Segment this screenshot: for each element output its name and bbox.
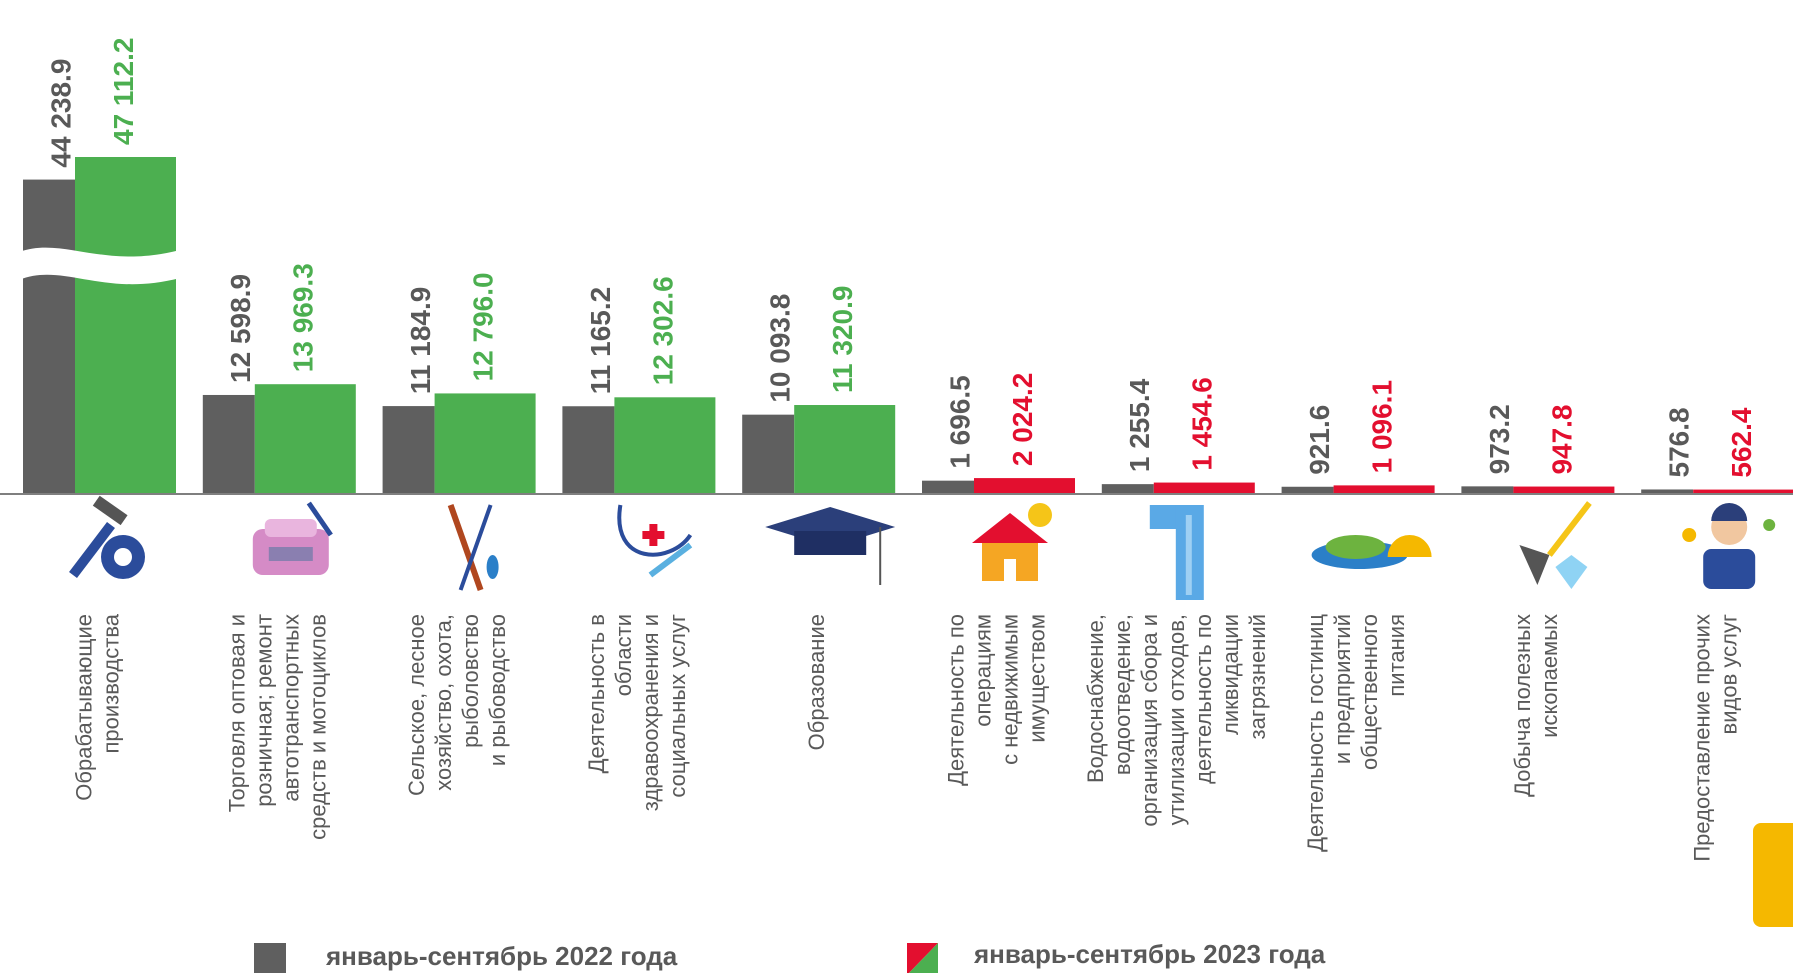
icon-shape xyxy=(458,504,493,591)
icon-shape xyxy=(972,513,1048,543)
value-label: 921.6 xyxy=(1304,405,1335,475)
value-label: 13 969.3 xyxy=(288,263,319,372)
value-label: 11 184.9 xyxy=(405,287,436,394)
bar xyxy=(1281,486,1334,494)
legend-swatch xyxy=(908,943,938,973)
legend-label: январь-сентябрь 2022 года xyxy=(325,941,678,971)
category-label: Образование xyxy=(804,614,829,750)
icon-shape xyxy=(114,548,132,566)
category-label: Торговля оптовая ирозничная; ремонтавтот… xyxy=(224,614,330,840)
legend-swatch xyxy=(907,943,938,973)
axis-break xyxy=(19,247,180,285)
category-label: Деятельность пооперациямс недвижимымимущ… xyxy=(944,614,1050,786)
value-label: 2 024.2 xyxy=(1007,373,1038,466)
icon-shape xyxy=(1763,519,1776,531)
category-icon xyxy=(972,503,1052,581)
category-label: Деятельность вобластиздравоохранения исо… xyxy=(584,614,690,811)
value-label: 11 165.2 xyxy=(585,287,616,394)
category-icon xyxy=(252,501,333,575)
value-label: 947.8 xyxy=(1546,404,1577,474)
category-icon xyxy=(765,507,896,585)
bar xyxy=(23,179,75,494)
icon-shape xyxy=(1703,549,1756,589)
icon-shape xyxy=(1325,535,1386,559)
icon-shape xyxy=(617,504,693,557)
value-label: 10 093.8 xyxy=(765,294,796,403)
icon-shape xyxy=(1028,503,1052,527)
icon-shape xyxy=(1519,545,1550,585)
category-label: Обрабатывающиепроизводства xyxy=(72,613,124,800)
category-label: Водоснабжение,водоотведение,организация … xyxy=(1083,614,1270,827)
icon-shape xyxy=(1004,559,1016,581)
value-label: 973.2 xyxy=(1484,404,1515,474)
category-label: Сельское, лесноехозяйство, охота,рыболов… xyxy=(404,614,510,796)
legend-label: январь-сентябрь 2023 года xyxy=(973,939,1326,969)
icon-shape xyxy=(1185,515,1192,595)
value-label: 1 255.4 xyxy=(1124,378,1155,472)
icon-shape xyxy=(447,504,484,591)
bar xyxy=(1461,486,1514,494)
legend-swatch xyxy=(254,943,286,973)
category-icon xyxy=(1682,503,1776,589)
icons xyxy=(69,495,1776,600)
category-icon xyxy=(617,504,693,578)
icon-shape xyxy=(268,547,313,561)
bar xyxy=(1641,489,1694,494)
category-icon xyxy=(1311,535,1432,569)
value-label: 576.8 xyxy=(1664,407,1695,477)
bar xyxy=(202,394,255,494)
icon-shape xyxy=(486,555,499,579)
bar xyxy=(974,478,1075,494)
bar xyxy=(1513,486,1615,494)
category-icon xyxy=(69,495,145,579)
bar xyxy=(1333,485,1435,494)
bar xyxy=(1693,489,1793,494)
category-icon xyxy=(1149,505,1204,600)
value-label: 12 598.9 xyxy=(225,274,256,383)
value-label: 12 796.0 xyxy=(467,272,498,381)
category-label: Добыча полезныхископаемых xyxy=(1510,614,1562,797)
value-label: 47 112.2 xyxy=(108,38,139,145)
icon-shape xyxy=(1387,535,1432,557)
value-label: 1 096.1 xyxy=(1366,380,1397,473)
bar xyxy=(614,397,716,494)
icon-shape xyxy=(1682,528,1697,542)
bar xyxy=(75,157,176,494)
category-label: Деятельность гостиници предприятийобщест… xyxy=(1303,614,1409,852)
icon-shape xyxy=(306,501,333,537)
bar xyxy=(434,393,536,494)
bar xyxy=(1101,484,1154,494)
icon-shape xyxy=(92,495,128,526)
icon-shape xyxy=(1711,503,1748,521)
icon-shape xyxy=(1547,501,1592,557)
icon-shape xyxy=(649,524,658,546)
icon-shape xyxy=(69,521,115,579)
value-label: 1 454.6 xyxy=(1187,377,1218,470)
bar xyxy=(922,480,974,494)
category-icon xyxy=(447,504,499,591)
icon-shape xyxy=(794,531,867,555)
value-label: 11 320.9 xyxy=(827,286,858,393)
bar xyxy=(382,406,435,494)
category-label: Предоставление прочихвидов услуг xyxy=(1690,614,1742,862)
value-label: 1 696.5 xyxy=(944,375,975,468)
bar xyxy=(562,406,615,494)
bar xyxy=(254,384,356,494)
corner-tab xyxy=(1753,823,1793,927)
bar xyxy=(742,414,795,494)
value-label: 44 238.9 xyxy=(45,59,76,168)
icon-shape xyxy=(1555,555,1588,589)
value-label: 562.4 xyxy=(1726,407,1757,477)
category-icon xyxy=(1519,501,1592,589)
bar xyxy=(1153,482,1255,494)
icon-shape xyxy=(264,519,317,537)
bar xyxy=(794,405,896,494)
icon-shape xyxy=(648,542,693,578)
value-label: 12 302.6 xyxy=(647,276,678,385)
